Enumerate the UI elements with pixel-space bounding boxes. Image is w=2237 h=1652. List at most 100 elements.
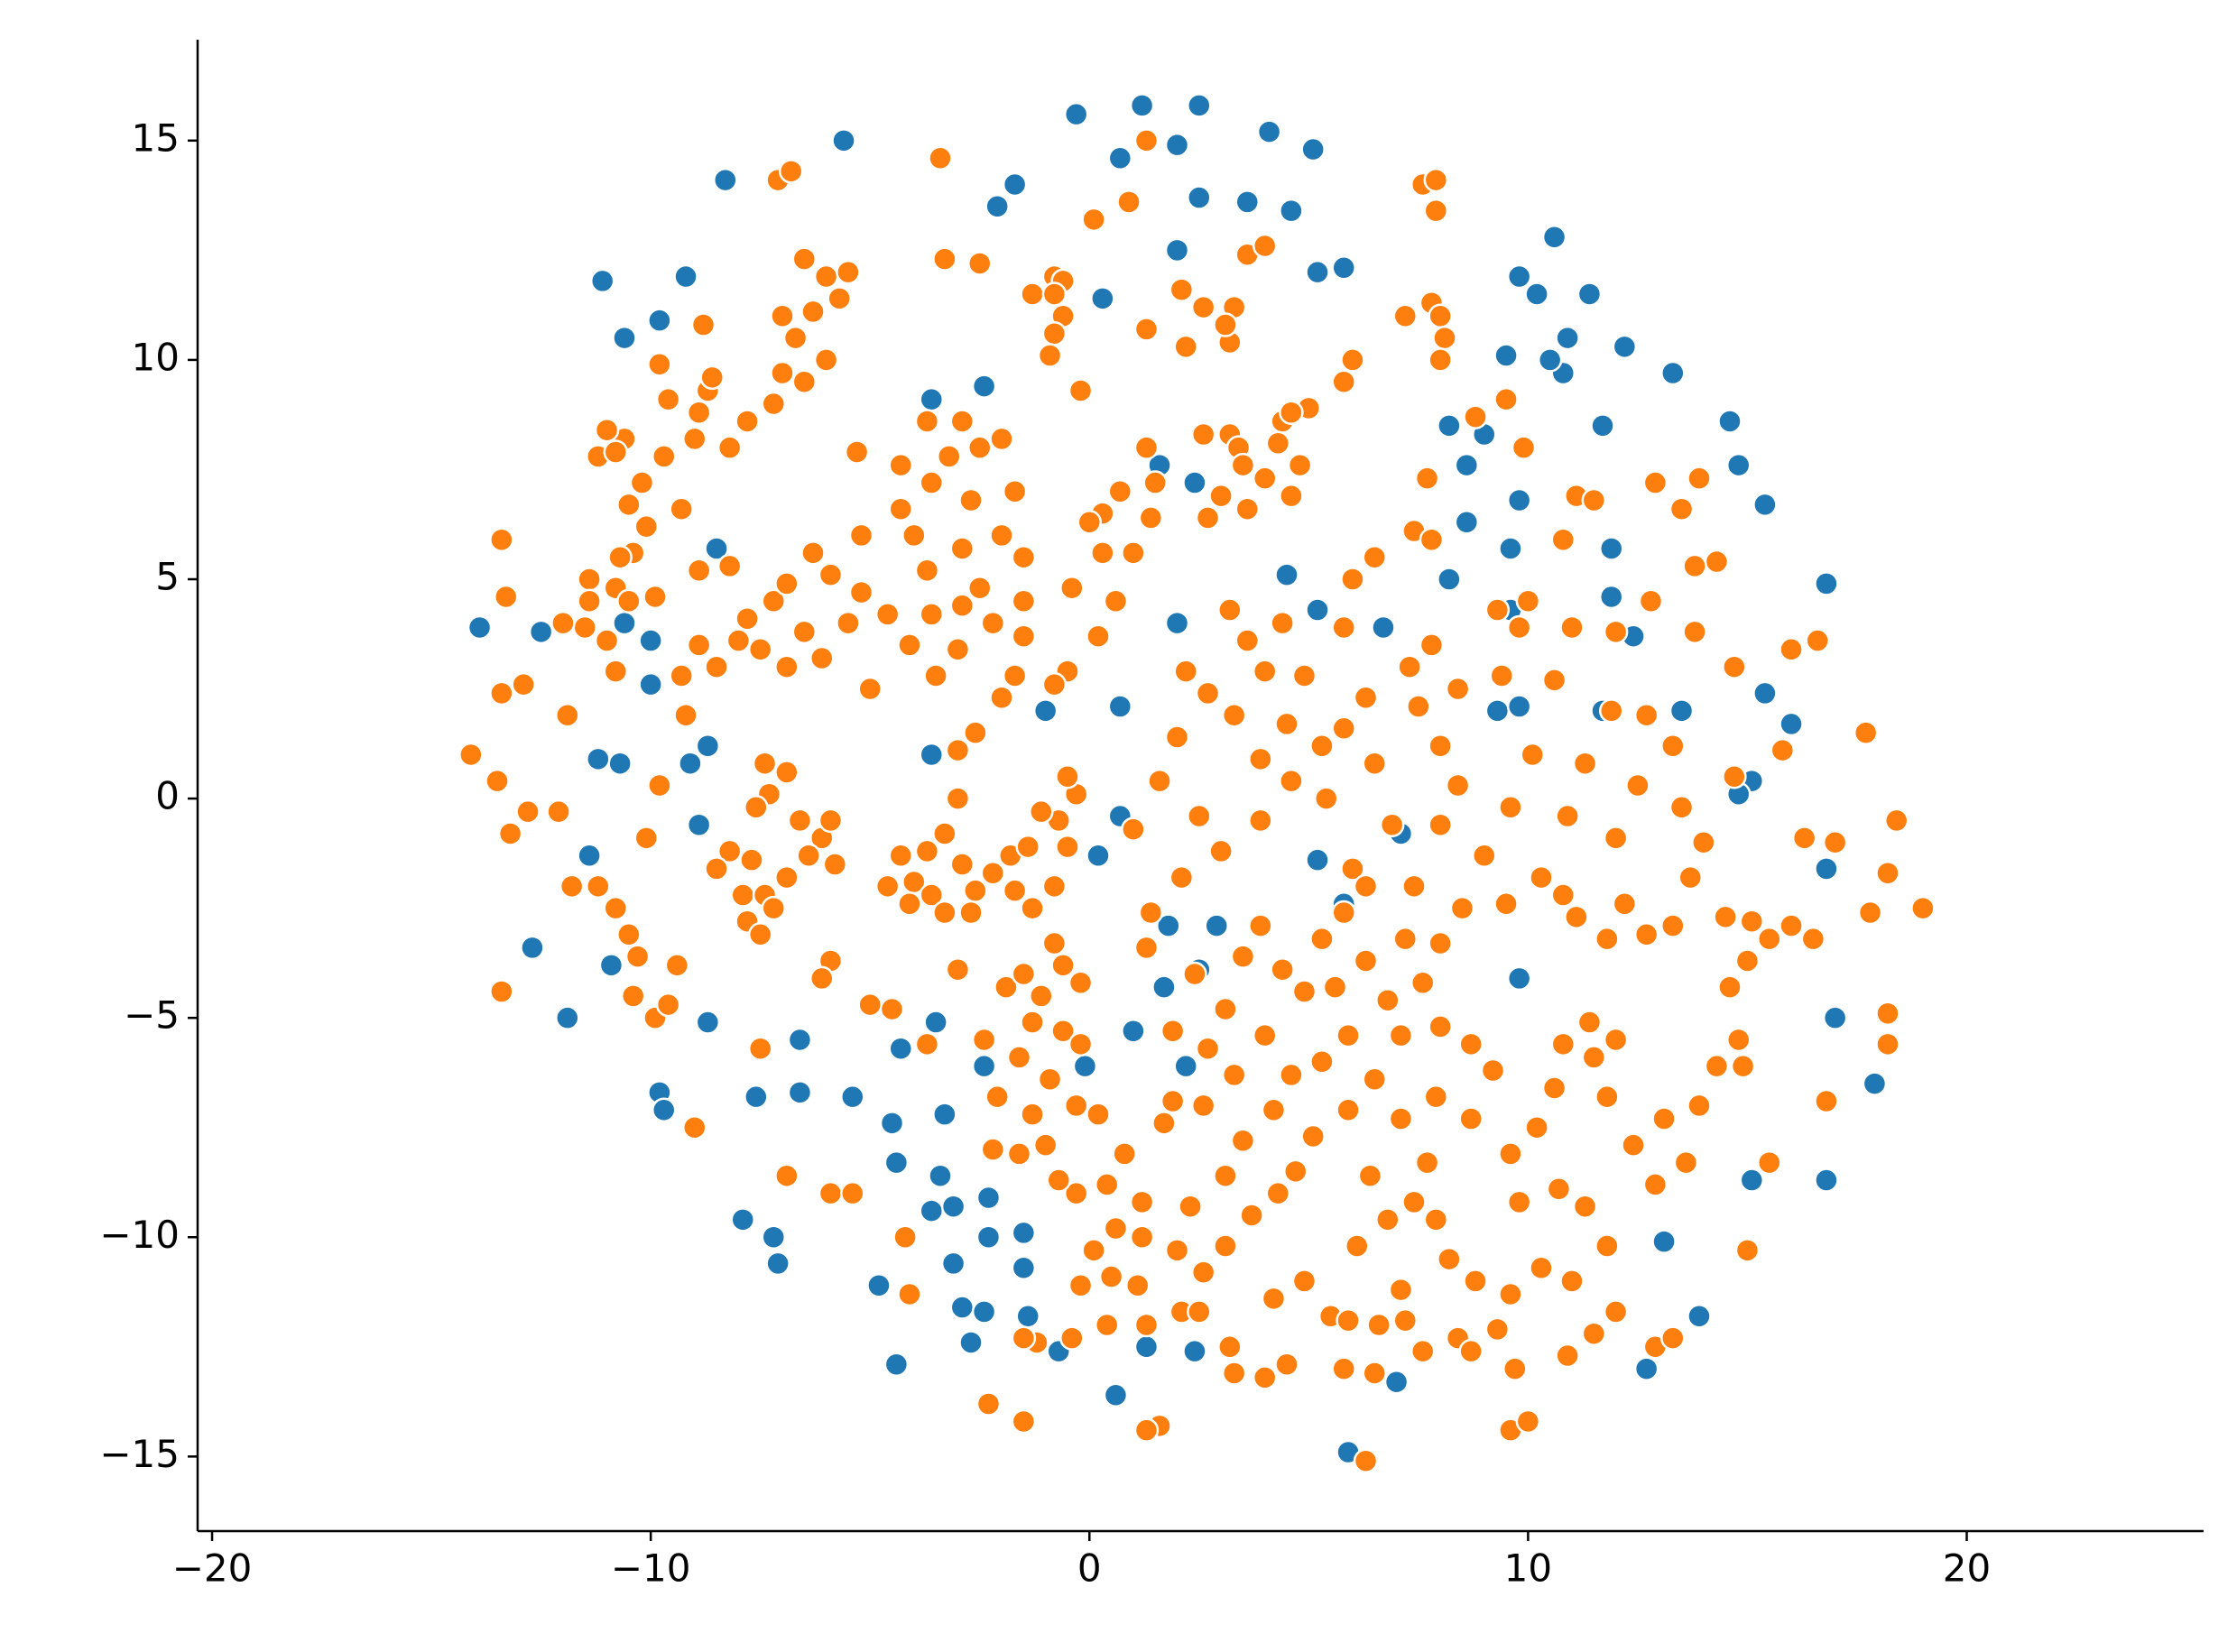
point: [1011, 588, 1037, 614]
point: [1081, 207, 1106, 233]
point: [1041, 671, 1068, 697]
point: [603, 659, 629, 684]
point: [1173, 1053, 1198, 1079]
point: [1002, 171, 1028, 198]
point: [1722, 654, 1747, 679]
point: [458, 742, 484, 768]
point: [1480, 1057, 1506, 1084]
point: [1621, 1132, 1646, 1158]
point: [1498, 536, 1523, 561]
point: [1756, 926, 1782, 952]
point: [800, 540, 826, 566]
point: [958, 1330, 984, 1355]
point: [791, 369, 818, 394]
point: [1173, 334, 1198, 360]
point: [1598, 698, 1624, 724]
point: [511, 671, 536, 697]
point: [1151, 1111, 1177, 1136]
point: [1660, 913, 1686, 938]
point: [1515, 1408, 1541, 1435]
point: [1576, 1010, 1603, 1035]
point: [914, 838, 940, 864]
point: [1379, 812, 1405, 838]
point: [1164, 610, 1190, 636]
axes: −20 −10 0 10 20 −15 −10 −5 0 5 10 15: [99, 115, 1991, 1590]
point: [752, 751, 778, 776]
point: [1437, 1246, 1462, 1272]
point: [1112, 1141, 1137, 1167]
point: [1187, 803, 1212, 829]
point: [664, 953, 690, 978]
point: [958, 487, 984, 513]
point: [1138, 900, 1164, 926]
point: [651, 1097, 677, 1123]
point: [493, 584, 519, 610]
point: [1428, 812, 1453, 838]
point: [1651, 1229, 1677, 1254]
point: [1068, 1272, 1094, 1298]
point: [1428, 1014, 1453, 1039]
point: [1493, 343, 1519, 368]
x-tick-label: −10: [611, 1546, 691, 1591]
point: [1345, 1233, 1370, 1259]
point: [1633, 702, 1659, 728]
point: [1213, 312, 1238, 337]
point: [857, 992, 883, 1018]
point: [1423, 1207, 1449, 1232]
point: [1572, 751, 1598, 776]
point: [1704, 549, 1730, 575]
point: [949, 409, 975, 434]
point: [1633, 922, 1659, 947]
point: [1011, 1220, 1037, 1246]
point: [1336, 1097, 1361, 1123]
point: [620, 983, 646, 1009]
point: [936, 444, 962, 469]
point: [1383, 1369, 1410, 1395]
point: [1625, 772, 1650, 798]
point: [1392, 926, 1419, 952]
point: [1388, 1022, 1414, 1048]
point: [690, 312, 716, 337]
point: [1642, 470, 1669, 495]
point: [1309, 926, 1335, 952]
point: [980, 860, 1006, 886]
point: [1419, 632, 1445, 658]
point: [1883, 808, 1909, 834]
point: [1603, 619, 1629, 645]
point: [1515, 588, 1541, 614]
point: [572, 614, 597, 641]
point: [1059, 575, 1085, 601]
point: [770, 360, 795, 386]
point: [1414, 1149, 1440, 1176]
point: [1002, 479, 1028, 504]
point: [616, 492, 642, 518]
point: [1011, 1325, 1037, 1351]
point: [1541, 225, 1567, 250]
point: [1371, 614, 1396, 641]
point: [897, 632, 922, 658]
point: [1077, 510, 1103, 535]
point: [1221, 1062, 1247, 1088]
point: [1598, 536, 1624, 561]
point: [1002, 878, 1028, 903]
point: [1638, 588, 1664, 614]
point: [704, 536, 729, 561]
point: [980, 1137, 1006, 1162]
point: [1270, 610, 1295, 636]
point: [919, 1198, 945, 1223]
point: [1248, 746, 1273, 772]
point: [1564, 904, 1589, 930]
point: [1682, 619, 1707, 645]
point: [1730, 1053, 1756, 1079]
point: [1164, 1238, 1190, 1263]
point: [1252, 466, 1278, 491]
point: [1086, 843, 1111, 869]
point: [1195, 505, 1221, 531]
point: [840, 1084, 865, 1110]
point: [883, 1149, 910, 1176]
point: [1037, 1066, 1063, 1092]
point: [1375, 1207, 1400, 1232]
point: [1068, 970, 1094, 996]
point: [1234, 628, 1261, 653]
